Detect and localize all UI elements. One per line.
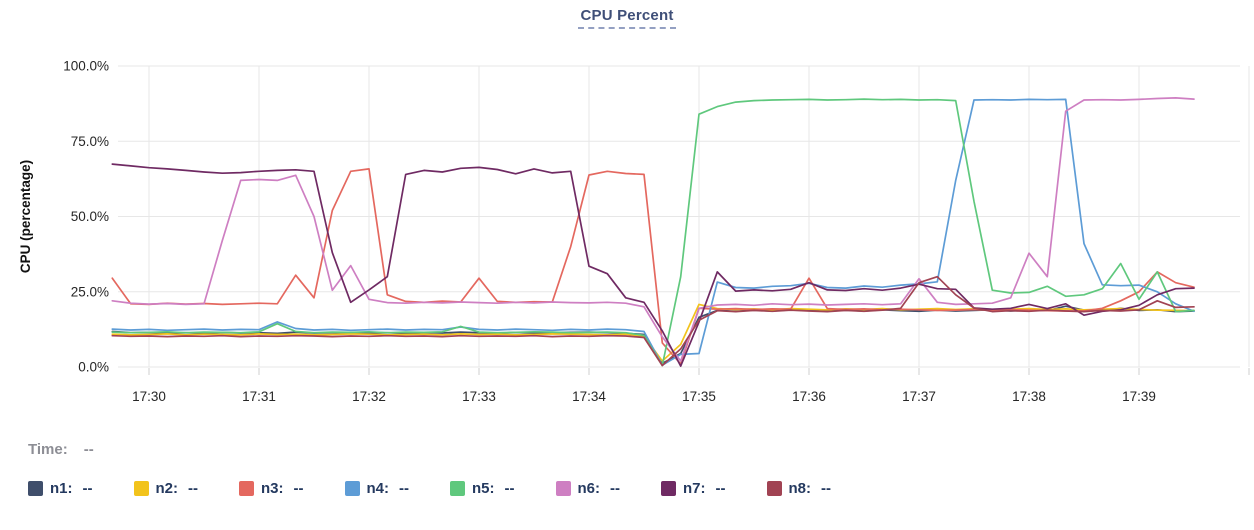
x-axis-tick-label: 17:34 bbox=[572, 389, 606, 404]
legend-series-label: n2: bbox=[155, 480, 179, 497]
legend-color-swatch bbox=[661, 481, 676, 496]
series-line-n5 bbox=[111, 98, 1195, 367]
legend-item-n4[interactable]: n4: -- bbox=[344, 480, 409, 497]
x-axis-tick-label: 17:32 bbox=[352, 389, 386, 404]
x-axis-tick-label: 17:38 bbox=[1012, 389, 1046, 404]
x-axis-tick-label: 17:31 bbox=[242, 389, 276, 404]
legend-series-label: n5: bbox=[472, 480, 495, 497]
legend-color-swatch bbox=[28, 481, 43, 496]
legend-item-n5[interactable]: n5: -- bbox=[450, 480, 515, 497]
legend-color-swatch bbox=[239, 481, 254, 496]
legend-series-label: n4: bbox=[366, 480, 390, 497]
legend-color-swatch bbox=[133, 481, 149, 496]
series-line-n4 bbox=[111, 98, 1195, 367]
legend-series-value: -- bbox=[293, 480, 304, 497]
time-value: -- bbox=[83, 441, 94, 458]
legend-series-value: -- bbox=[715, 480, 726, 497]
y-axis-tick-label: 50.0% bbox=[71, 209, 109, 224]
legend-series-label: n1: bbox=[50, 480, 73, 497]
x-axis-tick-label: 17:37 bbox=[902, 389, 936, 404]
legend-series-value: -- bbox=[821, 480, 831, 497]
legend-item-n7[interactable]: n7: -- bbox=[661, 480, 726, 497]
legend-color-swatch bbox=[766, 481, 782, 496]
legend-item-n8[interactable]: n8: -- bbox=[766, 480, 831, 497]
legend-series-label: n8: bbox=[788, 480, 812, 497]
x-axis-tick-label: 17:30 bbox=[132, 389, 166, 404]
series-line-n8 bbox=[111, 275, 1195, 367]
legend-color-swatch bbox=[450, 481, 465, 496]
legend-color-swatch bbox=[344, 481, 360, 496]
legend-item-n1[interactable]: n1: -- bbox=[28, 480, 93, 497]
y-axis-tick-label: 25.0% bbox=[71, 284, 109, 299]
cpu-percent-line-chart[interactable]: 0.0% 25.0% 50.0% 75.0% 100.0% 17:30 17:31 17:32… bbox=[0, 0, 1254, 418]
series-line-n3 bbox=[111, 168, 1195, 365]
legend-item-n6[interactable]: n6: -- bbox=[555, 480, 620, 497]
hover-time-row: Time: -- bbox=[28, 441, 94, 458]
x-axis-tick-label: 17:36 bbox=[792, 389, 826, 404]
chart-title[interactable]: CPU Percent bbox=[578, 7, 676, 29]
chart-header: CPU Percent bbox=[0, 7, 1254, 29]
y-axis-name: CPU (percentage) bbox=[18, 160, 33, 273]
x-axis-tick-label: 17:39 bbox=[1122, 389, 1156, 404]
legend-series-label: n3: bbox=[261, 480, 284, 497]
series-line-n6 bbox=[111, 97, 1195, 362]
y-axis-tick-label: 0.0% bbox=[78, 360, 109, 375]
x-axis-tick-label: 17:33 bbox=[462, 389, 496, 404]
legend-series-value: -- bbox=[504, 480, 515, 497]
x-axis-tick-label: 17:35 bbox=[682, 389, 716, 404]
legend-series-value: -- bbox=[610, 480, 620, 497]
legend-series-label: n7: bbox=[683, 480, 706, 497]
series-line-n7 bbox=[111, 163, 1195, 367]
time-label: Time: bbox=[28, 441, 68, 458]
legend-series-value: -- bbox=[82, 480, 93, 497]
legend-color-swatch bbox=[555, 481, 571, 496]
legend-series-value: -- bbox=[399, 480, 409, 497]
y-axis-tick-label: 100.0% bbox=[63, 59, 109, 74]
legend-item-n3[interactable]: n3: -- bbox=[239, 480, 304, 497]
series-legend: n1: -- n2: -- n3: -- n4: -- n5: -- n6: -- n7: -- n8: -- bbox=[28, 480, 831, 497]
legend-item-n2[interactable]: n2: -- bbox=[133, 480, 198, 497]
y-axis-tick-label: 75.0% bbox=[71, 134, 109, 149]
legend-series-label: n6: bbox=[577, 480, 601, 497]
legend-series-value: -- bbox=[188, 480, 198, 497]
